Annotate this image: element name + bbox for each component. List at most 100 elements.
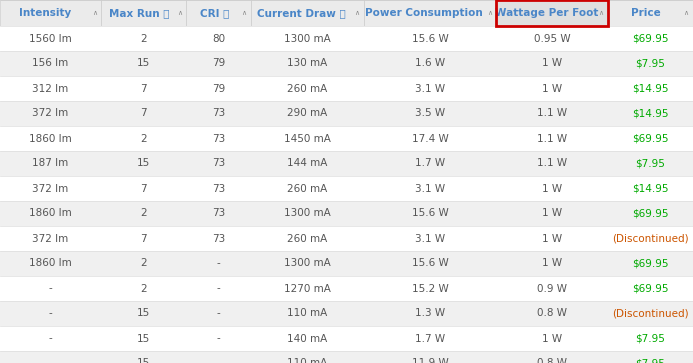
Text: 15: 15	[137, 359, 150, 363]
Text: 1560 lm: 1560 lm	[29, 33, 72, 44]
Text: 3.1 W: 3.1 W	[415, 233, 445, 244]
Text: 15: 15	[137, 334, 150, 343]
Text: 1 W: 1 W	[542, 233, 562, 244]
Bar	[0, 301, 693, 326]
Text: 1.1 W: 1.1 W	[537, 109, 567, 118]
Text: $14.95: $14.95	[632, 109, 669, 118]
Bar	[0, 101, 693, 126]
Text: 73: 73	[212, 184, 225, 193]
Text: 0.8 W: 0.8 W	[537, 309, 567, 318]
Text: 372 lm: 372 lm	[33, 109, 69, 118]
Text: $14.95: $14.95	[632, 184, 669, 193]
Text: $7.95: $7.95	[635, 359, 665, 363]
Text: 1300 mA: 1300 mA	[284, 33, 331, 44]
Text: 290 mA: 290 mA	[287, 109, 327, 118]
Text: 79: 79	[212, 83, 225, 94]
Text: Current Draw ⓘ: Current Draw ⓘ	[257, 8, 346, 18]
Text: -: -	[216, 309, 220, 318]
Bar	[496, 0, 608, 26]
Text: 15.6 W: 15.6 W	[412, 33, 448, 44]
Text: 15.2 W: 15.2 W	[412, 284, 448, 294]
Text: 7: 7	[141, 184, 147, 193]
Text: 73: 73	[212, 109, 225, 118]
Bar	[0, 51, 693, 76]
Text: $69.95: $69.95	[632, 134, 669, 143]
Text: 372 lm: 372 lm	[33, 184, 69, 193]
Bar	[0, 76, 693, 101]
Text: 2: 2	[141, 134, 147, 143]
Bar	[496, 0, 608, 26]
Text: $7.95: $7.95	[635, 334, 665, 343]
Bar	[0, 276, 693, 301]
Text: (Discontinued): (Discontinued)	[612, 233, 689, 244]
Text: -: -	[49, 359, 53, 363]
Text: 260 mA: 260 mA	[287, 184, 327, 193]
Text: 187 lm: 187 lm	[33, 159, 69, 168]
Text: 73: 73	[212, 159, 225, 168]
Text: 1300 mA: 1300 mA	[284, 208, 331, 219]
Text: ∧: ∧	[177, 10, 182, 16]
Text: 7: 7	[141, 83, 147, 94]
Bar	[0, 26, 693, 51]
Text: 80: 80	[212, 33, 225, 44]
Text: 79: 79	[212, 58, 225, 69]
Text: 130 mA: 130 mA	[287, 58, 327, 69]
Text: Power Consumption: Power Consumption	[365, 8, 482, 18]
Bar	[186, 0, 251, 26]
Text: 1.3 W: 1.3 W	[415, 309, 445, 318]
Text: 1 W: 1 W	[542, 258, 562, 269]
Text: 1 W: 1 W	[542, 208, 562, 219]
Text: 15: 15	[137, 58, 150, 69]
Text: 15.6 W: 15.6 W	[412, 258, 448, 269]
Text: 0.95 W: 0.95 W	[534, 33, 570, 44]
Text: 1.1 W: 1.1 W	[537, 159, 567, 168]
Text: 1300 mA: 1300 mA	[284, 258, 331, 269]
Text: 312 lm: 312 lm	[33, 83, 69, 94]
Text: 110 mA: 110 mA	[287, 309, 327, 318]
Text: -: -	[216, 359, 220, 363]
Text: 1.1 W: 1.1 W	[537, 134, 567, 143]
Text: 3.5 W: 3.5 W	[415, 109, 445, 118]
Bar	[251, 0, 364, 26]
Text: ∧: ∧	[598, 10, 604, 16]
Text: 144 mA: 144 mA	[287, 159, 328, 168]
Text: 73: 73	[212, 233, 225, 244]
Bar	[0, 326, 693, 351]
Text: 110 mA: 110 mA	[287, 359, 327, 363]
Text: 0.9 W: 0.9 W	[537, 284, 567, 294]
Text: 1 W: 1 W	[542, 83, 562, 94]
Text: ∧: ∧	[241, 10, 246, 16]
Text: 15: 15	[137, 159, 150, 168]
Text: 15: 15	[137, 309, 150, 318]
Text: 1 W: 1 W	[542, 58, 562, 69]
Text: 7: 7	[141, 109, 147, 118]
Text: $69.95: $69.95	[632, 284, 669, 294]
Text: 0.8 W: 0.8 W	[537, 359, 567, 363]
Text: 372 lm: 372 lm	[33, 233, 69, 244]
Text: 1860 lm: 1860 lm	[29, 208, 72, 219]
Text: Wattage Per Foot: Wattage Per Foot	[495, 8, 598, 18]
Text: Intensity: Intensity	[19, 8, 71, 18]
Text: 1.7 W: 1.7 W	[415, 159, 445, 168]
Text: 1 W: 1 W	[542, 184, 562, 193]
Text: 2: 2	[141, 33, 147, 44]
Text: 7: 7	[141, 233, 147, 244]
Text: $14.95: $14.95	[632, 83, 669, 94]
Text: Max Run ⓘ: Max Run ⓘ	[109, 8, 170, 18]
Text: $69.95: $69.95	[632, 258, 669, 269]
Text: -: -	[49, 334, 53, 343]
Text: 3.1 W: 3.1 W	[415, 184, 445, 193]
Text: 73: 73	[212, 134, 225, 143]
Text: 3.1 W: 3.1 W	[415, 83, 445, 94]
Bar	[0, 126, 693, 151]
Text: 2: 2	[141, 284, 147, 294]
Bar	[0, 0, 101, 26]
Text: 260 mA: 260 mA	[287, 233, 327, 244]
Text: ∧: ∧	[486, 10, 492, 16]
Text: 1.7 W: 1.7 W	[415, 334, 445, 343]
Bar	[101, 0, 186, 26]
Text: 1270 mA: 1270 mA	[284, 284, 331, 294]
Text: 17.4 W: 17.4 W	[412, 134, 448, 143]
Text: 1.6 W: 1.6 W	[415, 58, 445, 69]
Text: Price: Price	[631, 8, 661, 18]
